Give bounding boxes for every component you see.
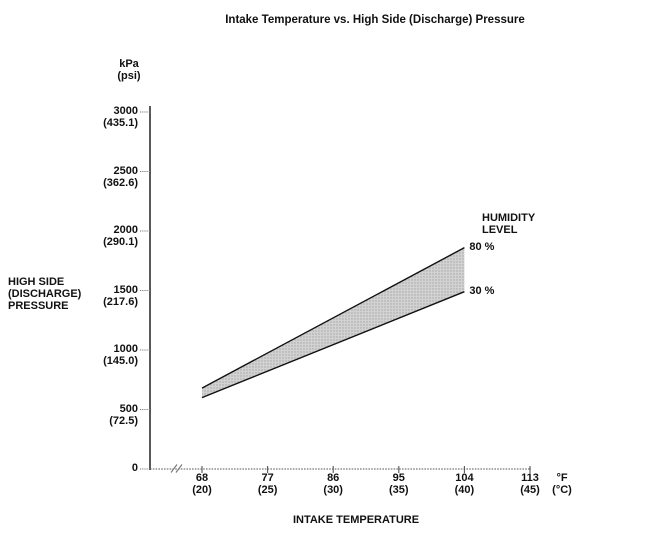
- chart-title: Intake Temperature vs. High Side (Discha…: [225, 14, 525, 26]
- x-axis-unit-f: °F: [556, 472, 568, 484]
- y-tick-1000: 1000 (145.0): [103, 343, 138, 367]
- y-axis-title-line2: (DISCHARGE): [8, 288, 82, 300]
- y-axis-unit-label: kPa (psi): [90, 58, 168, 82]
- x-tick-86: 86 (30): [323, 472, 343, 496]
- y-tick-1500: 1500 (217.6): [103, 283, 138, 308]
- y-axis-title-line1: HIGH SIDE: [8, 276, 65, 288]
- x-tick-104: 104 (40): [454, 472, 475, 496]
- y-tick-2000: 2000 (290.1): [103, 224, 138, 248]
- x-tick-68: 68 (20): [192, 472, 212, 496]
- series-label-30: 30 %: [469, 284, 495, 297]
- y-tick-500: 500 (72.5): [109, 402, 138, 427]
- legend-title: HUMIDITY LEVEL: [482, 212, 572, 236]
- y-axis-title: HIGH SIDE (DISCHARGE) PRESSURE: [8, 276, 128, 312]
- y-axis-unit-kpa: kPa: [119, 58, 139, 70]
- y-axis-title-line3: PRESSURE: [8, 300, 69, 312]
- x-axis-unit-c: (°C): [552, 484, 572, 496]
- x-axis-unit-label: °F (°C): [542, 472, 582, 496]
- y-axis-unit-psi: (psi): [117, 70, 141, 82]
- legend-title-line2: LEVEL: [482, 224, 518, 236]
- legend-title-line1: HUMIDITY: [482, 212, 536, 224]
- x-tick-77: 77 (25): [257, 472, 278, 496]
- series-label-80: 80 %: [469, 240, 495, 253]
- x-axis-title: INTAKE TEMPERATURE: [292, 514, 420, 526]
- x-tick-95: 95 (35): [389, 472, 409, 496]
- y-tick-0: 0: [131, 462, 138, 474]
- x-tick-113: 113 (45): [520, 472, 540, 496]
- y-tick-3000: 3000 (435.1): [103, 105, 138, 129]
- y-tick-2500: 2500 (362.6): [103, 164, 138, 189]
